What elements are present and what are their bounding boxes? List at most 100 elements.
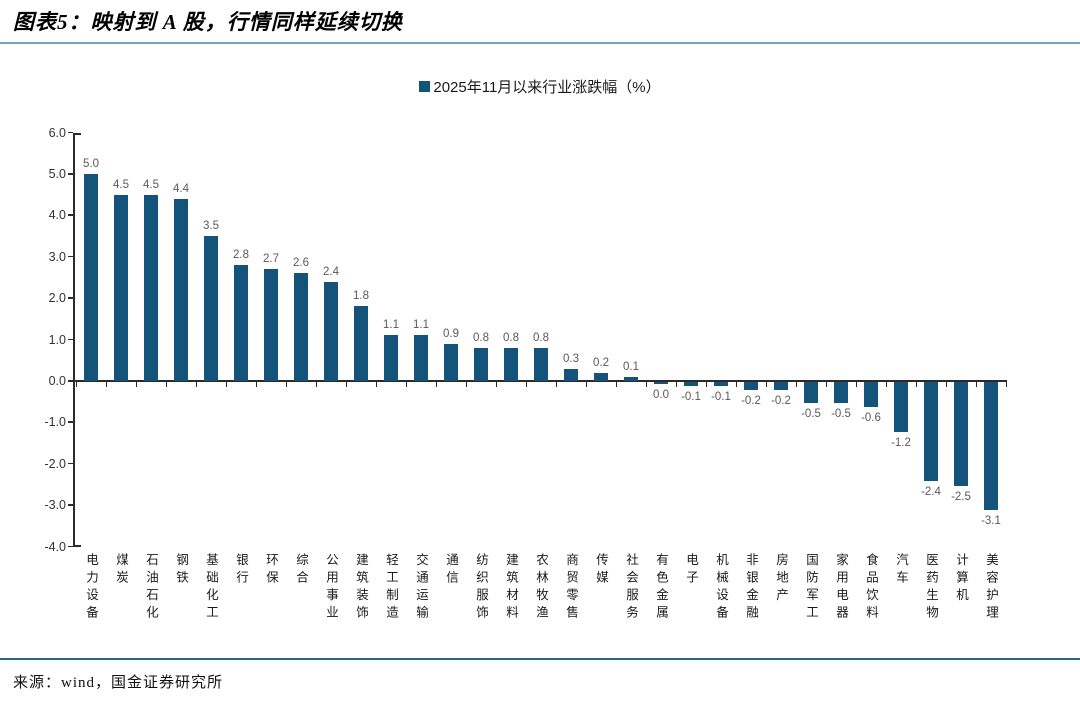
x-tick — [225, 382, 227, 387]
x-tick — [615, 382, 617, 387]
bar — [354, 306, 368, 381]
y-axis-label: 5.0 — [48, 167, 66, 181]
bar-value-label: 2.4 — [323, 265, 339, 278]
bar — [174, 198, 188, 381]
y-axis-label: 2.0 — [48, 291, 66, 306]
y-axis-label: -3.0 — [44, 498, 66, 513]
y-tick — [68, 421, 73, 423]
bar — [804, 382, 818, 403]
category-label: 环保 — [264, 553, 278, 588]
bar-value-label: 1.8 — [353, 290, 369, 303]
category-label: 银行 — [234, 553, 248, 588]
bar-value-label: 0.3 — [563, 352, 579, 365]
bar-value-label: 4.4 — [173, 182, 189, 195]
x-tick — [885, 382, 887, 387]
y-tick — [68, 297, 73, 299]
y-axis-label: 4.0 — [48, 208, 66, 223]
bar-value-label: -0.1 — [681, 391, 701, 404]
bar — [444, 343, 458, 381]
x-tick — [735, 382, 737, 387]
category-label: 社会服务 — [624, 553, 638, 623]
bar-value-label: 0.0 — [653, 389, 669, 401]
footer-divider — [0, 658, 1080, 660]
x-tick — [855, 382, 857, 387]
x-axis-line — [73, 380, 1007, 382]
x-tick — [915, 382, 917, 387]
x-tick — [1005, 382, 1007, 387]
bar-value-label: -2.5 — [951, 490, 971, 503]
category-label: 机械设备 — [714, 553, 728, 623]
category-label: 家用电器 — [834, 553, 848, 623]
x-tick — [705, 382, 707, 387]
x-tick — [825, 382, 827, 387]
bar-value-label: 2.7 — [263, 253, 279, 266]
bar — [114, 194, 128, 381]
bar — [414, 335, 428, 381]
category-label: 食品饮料 — [864, 553, 878, 623]
category-label: 石油石化 — [144, 553, 158, 623]
y-tick — [68, 504, 73, 506]
bar-value-label: 2.8 — [233, 249, 249, 262]
bar — [234, 265, 248, 381]
x-tick — [255, 382, 257, 387]
y-tick — [68, 545, 73, 548]
bar-value-label: 0.8 — [533, 331, 549, 344]
y-axis-endcap-top — [73, 132, 81, 135]
bar — [714, 382, 728, 387]
category-label: 轻工制造 — [384, 553, 398, 623]
category-label: 通信 — [444, 553, 458, 588]
bar — [564, 368, 578, 381]
x-tick — [375, 382, 377, 387]
bar — [624, 376, 638, 381]
bar-value-label: 0.2 — [593, 356, 609, 369]
bar — [894, 382, 908, 432]
bar-value-label: 3.5 — [203, 220, 219, 233]
category-label: 交通运输 — [414, 553, 428, 623]
bar-value-label: 0.8 — [473, 331, 489, 344]
title-underline — [0, 42, 1080, 44]
y-axis-line — [73, 132, 75, 547]
x-tick — [975, 382, 977, 387]
x-tick — [405, 382, 407, 387]
y-axis-label: 6.0 — [48, 125, 66, 140]
x-tick — [465, 382, 467, 387]
bar-value-label: -0.5 — [801, 407, 821, 420]
x-tick — [585, 382, 587, 387]
category-label: 纺织服饰 — [474, 553, 488, 623]
x-tick — [285, 382, 287, 387]
bar-value-label: 4.5 — [113, 178, 129, 191]
bar-value-label: -0.2 — [771, 395, 791, 408]
category-label: 电子 — [684, 553, 698, 588]
bar-value-label: 2.6 — [293, 257, 309, 270]
y-tick — [68, 380, 73, 382]
y-tick — [68, 462, 73, 465]
bar — [534, 347, 548, 381]
x-tick — [105, 382, 107, 387]
category-label: 电力设备 — [84, 553, 98, 623]
category-label: 计算机 — [954, 553, 968, 606]
y-axis-endcap-bottom — [73, 544, 81, 547]
category-label: 汽车 — [894, 553, 908, 588]
category-label: 商贸零售 — [564, 553, 578, 623]
bar-value-label: -0.5 — [831, 407, 851, 420]
y-tick — [68, 173, 73, 175]
category-label: 房地产 — [774, 553, 788, 606]
chart-legend: 2025年11月以来行业涨跌幅（%） — [0, 76, 1080, 97]
category-label: 国防军工 — [804, 553, 818, 623]
bar — [384, 335, 398, 381]
legend-label: 2025年11月以来行业涨跌幅（%） — [433, 79, 661, 96]
bar-value-label: 0.8 — [503, 331, 519, 344]
bar — [294, 273, 308, 381]
y-axis-label: -4.0 — [44, 539, 66, 554]
x-tick — [765, 382, 767, 387]
category-label: 建筑装饰 — [354, 553, 368, 623]
figure-title: 图表5：映射到 A 股，行情同样延续切换 — [13, 10, 403, 34]
bar — [594, 372, 608, 381]
x-tick — [795, 382, 797, 387]
category-label: 医药生物 — [924, 553, 938, 623]
bar — [684, 382, 698, 387]
bar — [504, 347, 518, 381]
bar — [144, 194, 158, 381]
x-tick — [645, 382, 647, 387]
